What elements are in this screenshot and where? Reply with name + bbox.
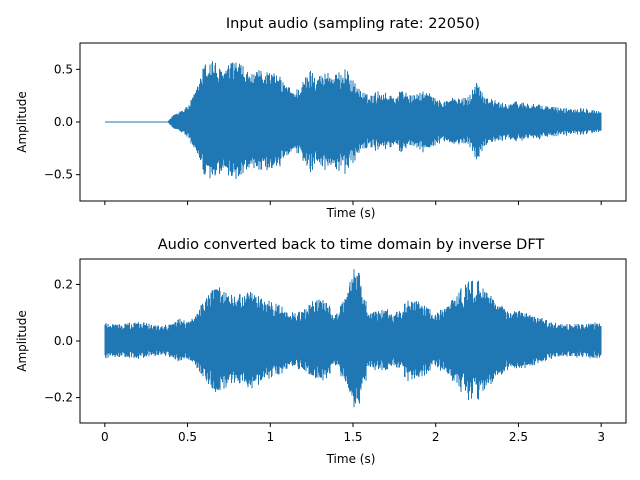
bottom-y-tick: −0.2 (44, 391, 80, 405)
top-x-axis-label: Time (s) (326, 206, 376, 220)
top-x-ticks (104, 201, 602, 205)
bottom-x-tick: 0.5 (178, 423, 197, 444)
bottom-x-tick: 1 (266, 423, 274, 444)
bottom-x-axis-label: Time (s) (326, 452, 376, 466)
top-y-tick: −0.5 (44, 168, 80, 182)
bottom-chart-title: Audio converted back to time domain by i… (158, 237, 545, 253)
bottom-x-tick-label: 1.5 (343, 430, 362, 444)
top-y-tick-label: 0.5 (54, 62, 73, 76)
top-y-tick: 0.5 (54, 62, 80, 76)
top-waveform-line (105, 61, 602, 180)
input-audio-waveform (105, 61, 602, 180)
bottom-x-tick: 2.5 (509, 423, 528, 444)
top-y-tick-label: −0.5 (44, 168, 73, 182)
bottom-x-tick: 2 (432, 423, 440, 444)
bottom-y-tick: 0.0 (54, 334, 80, 348)
top-chart-title: Input audio (sampling rate: 22050) (226, 16, 480, 32)
bottom-x-tick-label: 3 (597, 430, 605, 444)
bottom-x-tick-label: 0 (101, 430, 109, 444)
top-y-tick-label: 0.0 (54, 115, 73, 129)
bottom-axes: 0 0.5 1 1.5 2 2.5 3 −0.2 0.0 0.2 Audio converted… (15, 237, 627, 466)
bottom-y-tick-label: 0.2 (54, 277, 73, 291)
top-y-axis-label: Amplitude (15, 91, 29, 153)
bottom-x-tick: 3 (597, 423, 605, 444)
bottom-y-tick: 0.2 (54, 277, 80, 291)
bottom-y-tick-label: −0.2 (44, 391, 73, 405)
bottom-x-tick-label: 2 (432, 430, 440, 444)
bottom-x-tick-label: 1 (266, 430, 274, 444)
bottom-waveform-line (104, 269, 602, 408)
bottom-x-ticks: 0 0.5 1 1.5 2 2.5 3 (101, 423, 605, 444)
top-y-ticks: −0.5 0.0 0.5 (44, 62, 80, 182)
bottom-y-ticks: −0.2 0.0 0.2 (44, 277, 80, 405)
bottom-x-tick: 0 (101, 423, 109, 444)
reconstructed-audio-waveform (104, 269, 602, 408)
bottom-x-tick: 1.5 (343, 423, 363, 444)
bottom-x-tick-label: 0.5 (178, 430, 197, 444)
top-axes: −0.5 0.0 0.5 Input audio (sampling rate: 2… (15, 16, 627, 220)
bottom-y-tick-label: 0.0 (54, 334, 73, 348)
bottom-x-tick-label: 2.5 (509, 430, 528, 444)
bottom-y-axis-label: Amplitude (15, 310, 29, 372)
top-y-tick: 0.0 (54, 115, 80, 129)
